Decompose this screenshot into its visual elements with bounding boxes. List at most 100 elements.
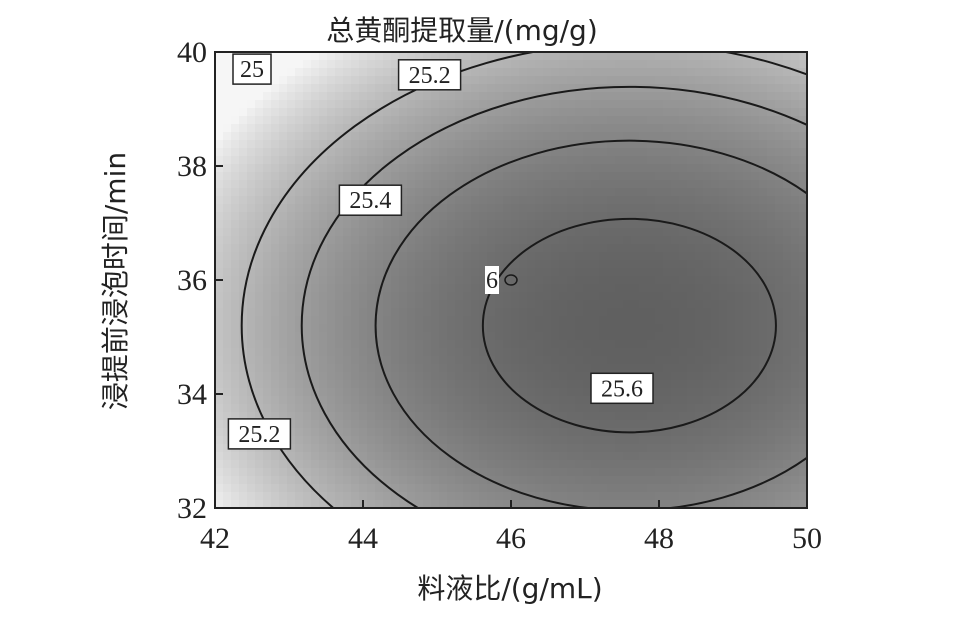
surface-cell bbox=[607, 156, 616, 165]
surface-cell bbox=[327, 204, 336, 213]
surface-cell bbox=[415, 452, 424, 461]
surface-cell bbox=[711, 300, 720, 309]
surface-cell bbox=[271, 308, 280, 317]
surface-cell bbox=[519, 204, 528, 213]
surface-cell bbox=[351, 164, 360, 173]
surface-cell bbox=[399, 100, 408, 109]
surface-cell bbox=[215, 412, 224, 421]
surface-cell bbox=[639, 68, 648, 77]
surface-cell bbox=[655, 492, 664, 501]
surface-cell bbox=[399, 436, 408, 445]
surface-cell bbox=[295, 332, 304, 341]
surface-cell bbox=[783, 140, 792, 149]
surface-cell bbox=[671, 468, 680, 477]
surface-cell bbox=[543, 116, 552, 125]
surface-cell bbox=[263, 340, 272, 349]
surface-cell bbox=[255, 116, 264, 125]
contour-label-box bbox=[397, 59, 462, 91]
surface-cell bbox=[663, 276, 672, 285]
surface-cell bbox=[559, 404, 568, 413]
surface-cell bbox=[407, 212, 416, 221]
surface-cell bbox=[431, 476, 440, 485]
surface-cell bbox=[439, 116, 448, 125]
surface-cell bbox=[599, 100, 608, 109]
surface-cell bbox=[591, 52, 600, 61]
surface-cell bbox=[367, 476, 376, 485]
surface-cell bbox=[447, 124, 456, 133]
surface-cell bbox=[783, 372, 792, 381]
surface-cell bbox=[247, 476, 256, 485]
surface-cell bbox=[319, 164, 328, 173]
surface-cell bbox=[663, 348, 672, 357]
surface-cell bbox=[287, 140, 296, 149]
surface-cell bbox=[423, 108, 432, 117]
surface-cell bbox=[703, 276, 712, 285]
surface-cell bbox=[719, 148, 728, 157]
surface-cell bbox=[247, 404, 256, 413]
surface-cell bbox=[519, 180, 528, 189]
surface-cell bbox=[303, 60, 312, 69]
surface-cell bbox=[399, 284, 408, 293]
surface-cell bbox=[287, 236, 296, 245]
surface-cell bbox=[527, 428, 536, 437]
surface-cell bbox=[759, 420, 768, 429]
surface-cell bbox=[383, 308, 392, 317]
surface-cell bbox=[615, 220, 624, 229]
surface-cell bbox=[655, 468, 664, 477]
surface-cell bbox=[439, 172, 448, 181]
surface-cell bbox=[319, 452, 328, 461]
surface-cell bbox=[471, 460, 480, 469]
surface-cell bbox=[319, 204, 328, 213]
surface-cell bbox=[567, 396, 576, 405]
surface-cell bbox=[719, 164, 728, 173]
surface-cell bbox=[311, 140, 320, 149]
surface-cell bbox=[511, 500, 520, 508]
surface-cell bbox=[695, 212, 704, 221]
surface-cell bbox=[703, 220, 712, 229]
surface-cell bbox=[567, 308, 576, 317]
surface-cell bbox=[479, 204, 488, 213]
surface-cell bbox=[231, 156, 240, 165]
surface-cell bbox=[231, 468, 240, 477]
surface-cell bbox=[311, 404, 320, 413]
surface-cell bbox=[583, 196, 592, 205]
surface-cell bbox=[791, 316, 800, 325]
surface-cell bbox=[431, 156, 440, 165]
surface-cell bbox=[799, 260, 807, 269]
surface-cell bbox=[727, 364, 736, 373]
surface-cell bbox=[799, 492, 807, 501]
surface-cell bbox=[479, 300, 488, 309]
surface-cell bbox=[575, 484, 584, 493]
surface-cell bbox=[591, 300, 600, 309]
surface-cell bbox=[391, 252, 400, 261]
surface-cell bbox=[487, 388, 496, 397]
surface-cell bbox=[335, 116, 344, 125]
surface-cell bbox=[735, 60, 744, 69]
surface-cell bbox=[327, 332, 336, 341]
surface-cell bbox=[399, 156, 408, 165]
surface-cell bbox=[615, 228, 624, 237]
surface-cell bbox=[559, 196, 568, 205]
surface-cell bbox=[519, 60, 528, 69]
surface-cell bbox=[423, 404, 432, 413]
surface-cell bbox=[559, 140, 568, 149]
surface-cell bbox=[255, 460, 264, 469]
surface-cell bbox=[767, 308, 776, 317]
surface-cell bbox=[279, 236, 288, 245]
surface-cell bbox=[247, 364, 256, 373]
surface-cell bbox=[319, 500, 328, 508]
surface-cell bbox=[567, 332, 576, 341]
surface-cell bbox=[711, 124, 720, 133]
surface-cell bbox=[775, 348, 784, 357]
surface-cell bbox=[423, 388, 432, 397]
surface-cell bbox=[767, 396, 776, 405]
surface-cell bbox=[215, 388, 224, 397]
surface-cell bbox=[351, 436, 360, 445]
surface-cell bbox=[431, 252, 440, 261]
surface-cell bbox=[391, 388, 400, 397]
surface-cell bbox=[439, 260, 448, 269]
surface-cell bbox=[695, 316, 704, 325]
surface-cell bbox=[215, 188, 224, 197]
surface-cell bbox=[639, 108, 648, 117]
surface-cell bbox=[519, 260, 528, 269]
